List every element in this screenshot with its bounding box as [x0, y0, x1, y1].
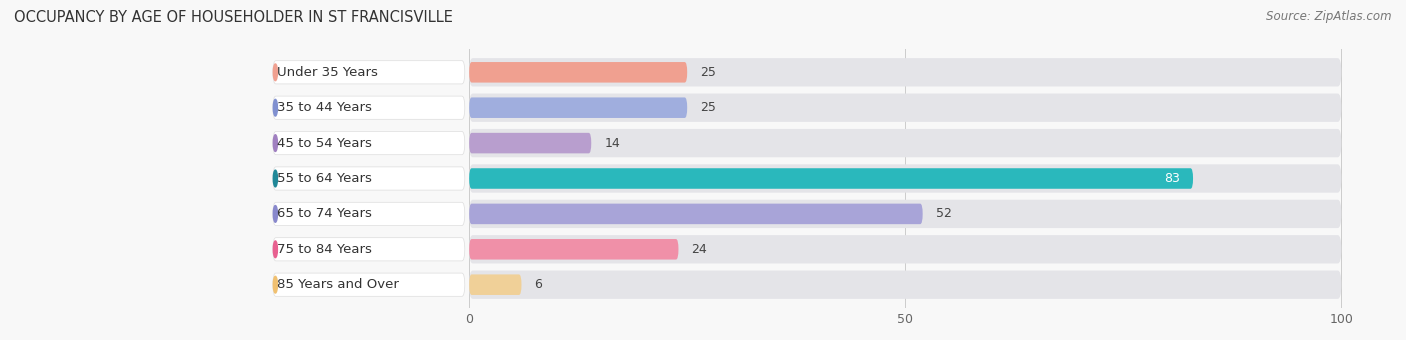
Circle shape: [273, 241, 277, 258]
FancyBboxPatch shape: [273, 273, 465, 296]
Text: 25: 25: [700, 101, 716, 114]
FancyBboxPatch shape: [273, 61, 465, 84]
FancyBboxPatch shape: [273, 202, 465, 225]
Text: 83: 83: [1164, 172, 1180, 185]
Text: 14: 14: [605, 137, 620, 150]
Text: OCCUPANCY BY AGE OF HOUSEHOLDER IN ST FRANCISVILLE: OCCUPANCY BY AGE OF HOUSEHOLDER IN ST FR…: [14, 10, 453, 25]
FancyBboxPatch shape: [470, 271, 1341, 299]
FancyBboxPatch shape: [470, 200, 1341, 228]
Text: 55 to 64 Years: 55 to 64 Years: [277, 172, 373, 185]
FancyBboxPatch shape: [470, 204, 922, 224]
Circle shape: [273, 276, 277, 293]
FancyBboxPatch shape: [470, 58, 1341, 86]
FancyBboxPatch shape: [470, 98, 688, 118]
Text: 25: 25: [700, 66, 716, 79]
Text: 24: 24: [692, 243, 707, 256]
Circle shape: [273, 170, 277, 187]
FancyBboxPatch shape: [470, 129, 1341, 157]
Text: 6: 6: [534, 278, 543, 291]
FancyBboxPatch shape: [273, 96, 465, 119]
Text: Source: ZipAtlas.com: Source: ZipAtlas.com: [1267, 10, 1392, 23]
FancyBboxPatch shape: [470, 62, 688, 83]
Text: 52: 52: [936, 207, 952, 220]
Circle shape: [273, 64, 277, 81]
Text: 45 to 54 Years: 45 to 54 Years: [277, 137, 373, 150]
FancyBboxPatch shape: [470, 164, 1341, 193]
Text: 65 to 74 Years: 65 to 74 Years: [277, 207, 373, 220]
Text: 85 Years and Over: 85 Years and Over: [277, 278, 399, 291]
FancyBboxPatch shape: [470, 274, 522, 295]
FancyBboxPatch shape: [470, 94, 1341, 122]
Circle shape: [273, 135, 277, 151]
Text: 35 to 44 Years: 35 to 44 Years: [277, 101, 373, 114]
Text: 75 to 84 Years: 75 to 84 Years: [277, 243, 373, 256]
Circle shape: [273, 206, 277, 222]
FancyBboxPatch shape: [273, 132, 465, 155]
FancyBboxPatch shape: [273, 238, 465, 261]
FancyBboxPatch shape: [470, 133, 592, 153]
Text: Under 35 Years: Under 35 Years: [277, 66, 378, 79]
FancyBboxPatch shape: [470, 239, 679, 259]
Circle shape: [273, 99, 277, 116]
FancyBboxPatch shape: [273, 167, 465, 190]
FancyBboxPatch shape: [470, 235, 1341, 264]
FancyBboxPatch shape: [470, 168, 1194, 189]
